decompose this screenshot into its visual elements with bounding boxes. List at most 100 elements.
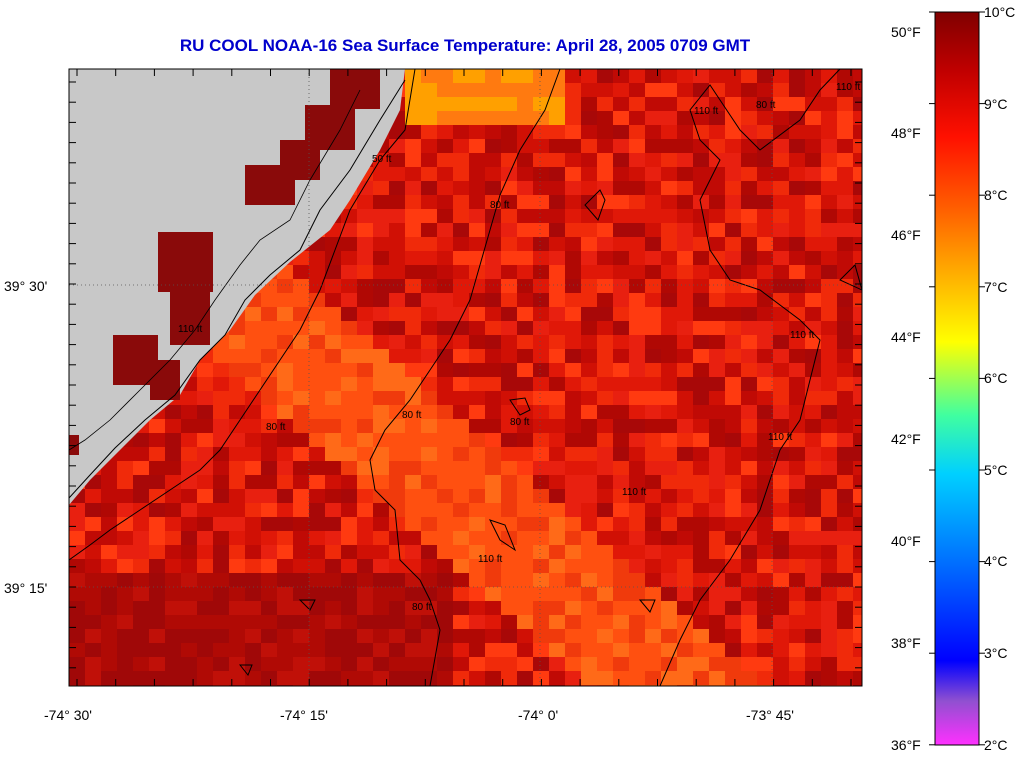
sst-pixel	[741, 307, 757, 321]
sst-pixel	[549, 111, 565, 125]
sst-pixel	[805, 643, 821, 657]
sst-pixel	[453, 601, 469, 615]
sst-pixel	[421, 559, 437, 573]
sst-pixel	[565, 461, 581, 475]
sst-pixel	[741, 643, 757, 657]
sst-pixel	[613, 671, 629, 685]
sst-pixel	[613, 293, 629, 307]
celsius-label: 6°C	[984, 370, 1008, 386]
sst-pixel	[405, 293, 421, 307]
sst-pixel	[517, 223, 533, 237]
sst-pixel	[789, 167, 805, 181]
sst-pixel	[309, 531, 325, 545]
sst-pixel	[565, 349, 581, 363]
sst-pixel	[805, 503, 821, 517]
sst-pixel	[629, 223, 645, 237]
sst-pixel	[389, 489, 405, 503]
sst-pixel	[629, 111, 645, 125]
sst-pixel	[485, 405, 501, 419]
sst-pixel	[325, 405, 341, 419]
sst-pixel	[405, 545, 421, 559]
sst-pixel	[485, 251, 501, 265]
sst-pixel	[581, 195, 597, 209]
sst-pixel	[485, 349, 501, 363]
sst-pixel	[197, 685, 213, 686]
sst-pixel	[757, 363, 773, 377]
sst-pixel	[453, 237, 469, 251]
sst-pixel	[293, 405, 309, 419]
sst-pixel	[741, 391, 757, 405]
sst-pixel	[709, 447, 725, 461]
sst-pixel	[453, 419, 469, 433]
sst-pixel	[613, 447, 629, 461]
sst-pixel	[101, 615, 117, 629]
sst-pixel	[725, 237, 741, 251]
sst-pixel	[437, 237, 453, 251]
sst-pixel	[693, 433, 709, 447]
sst-pixel	[389, 405, 405, 419]
sst-pixel	[741, 601, 757, 615]
sst-pixel	[533, 503, 549, 517]
sst-pixel	[725, 209, 741, 223]
sst-pixel	[325, 293, 341, 307]
sst-pixel	[485, 629, 501, 643]
sst-pixel	[549, 629, 565, 643]
sst-pixel	[613, 601, 629, 615]
sst-pixel	[565, 531, 581, 545]
sst-pixel	[837, 657, 853, 671]
sst-pixel	[629, 321, 645, 335]
sst-pixel	[421, 503, 437, 517]
sst-pixel	[197, 671, 213, 685]
sst-pixel	[613, 685, 629, 686]
sst-pixel	[805, 405, 821, 419]
sst-pixel	[805, 573, 821, 587]
sst-pixel	[789, 517, 805, 531]
sst-pixel	[389, 419, 405, 433]
sst-pixel	[533, 111, 549, 125]
sst-pixel	[229, 615, 245, 629]
sst-pixel	[517, 209, 533, 223]
sst-pixel	[277, 433, 293, 447]
sst-pixel	[421, 97, 437, 111]
sst-pixel	[533, 685, 549, 686]
sst-pixel	[341, 475, 357, 489]
sst-pixel	[437, 293, 453, 307]
celsius-label: 4°C	[984, 553, 1008, 569]
sst-pixel	[645, 615, 661, 629]
sst-pixel	[533, 461, 549, 475]
sst-pixel	[437, 153, 453, 167]
sst-pixel	[117, 531, 133, 545]
sst-pixel	[613, 97, 629, 111]
sst-pixel	[805, 433, 821, 447]
sst-pixel	[821, 405, 837, 419]
sst-pixel	[117, 447, 133, 461]
sst-pixel	[341, 629, 357, 643]
sst-pixel	[437, 223, 453, 237]
sst-pixel	[293, 629, 309, 643]
sst-pixel	[341, 517, 357, 531]
sst-pixel	[597, 629, 613, 643]
sst-pixel	[261, 629, 277, 643]
bathymetry-contours	[69, 69, 862, 686]
sst-pixel	[373, 209, 389, 223]
sst-pixel	[629, 461, 645, 475]
sst-pixel	[757, 265, 773, 279]
sst-pixel	[805, 279, 821, 293]
sst-pixel	[501, 559, 517, 573]
sst-pixel	[661, 335, 677, 349]
sst-pixel	[277, 615, 293, 629]
sst-pixel	[757, 671, 773, 685]
sst-pixel	[149, 461, 165, 475]
sst-pixel	[597, 433, 613, 447]
sst-pixel	[821, 587, 837, 601]
sst-pixel	[837, 629, 853, 643]
sst-pixel	[821, 195, 837, 209]
sst-pixel	[245, 503, 261, 517]
sst-pixel	[709, 279, 725, 293]
sst-pixel	[341, 419, 357, 433]
sst-pixel	[773, 573, 789, 587]
sst-pixel	[293, 363, 309, 377]
sst-pixel	[485, 461, 501, 475]
sst-pixel	[661, 349, 677, 363]
sst-pixel	[389, 503, 405, 517]
